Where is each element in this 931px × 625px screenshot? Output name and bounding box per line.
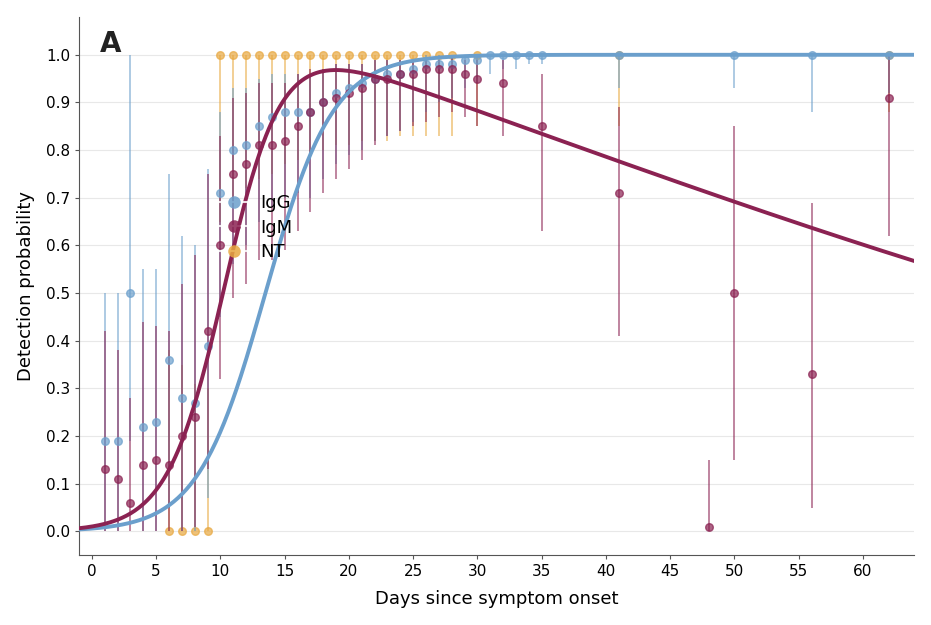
Y-axis label: Detection probability: Detection probability — [17, 191, 34, 381]
X-axis label: Days since symptom onset: Days since symptom onset — [375, 591, 618, 608]
Legend: IgG, IgM, NT: IgG, IgM, NT — [209, 188, 299, 268]
Text: A: A — [100, 30, 121, 58]
